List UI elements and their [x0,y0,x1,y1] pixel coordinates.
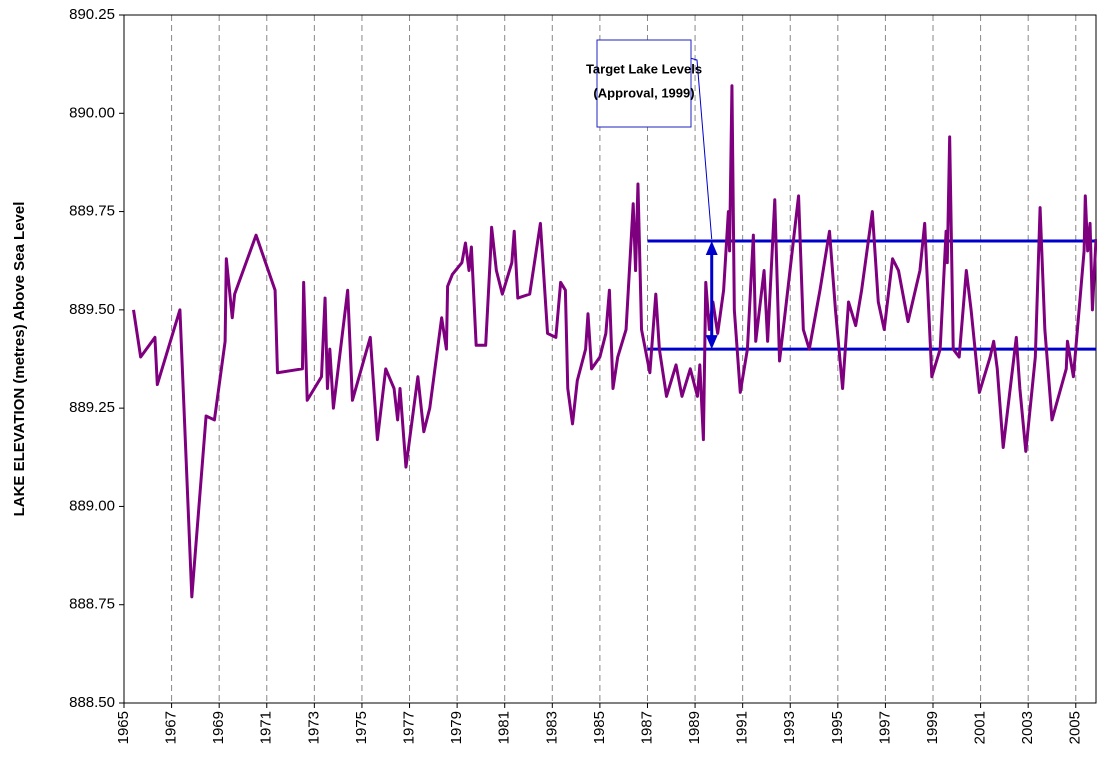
x-tick-label: 1965 [115,711,132,744]
x-tick-label: 2001 [972,711,989,744]
y-tick-label: 888.50 [69,694,115,711]
x-tick-label: 1977 [401,711,418,744]
x-tick-label: 1987 [638,711,655,744]
x-tick-label: 2005 [1067,711,1084,744]
y-tick-label: 888.75 [69,596,115,613]
x-tick-label: 1983 [543,711,560,744]
x-tick-label: 1997 [876,711,893,744]
annotation-text: Target Lake Levels [586,61,702,76]
x-tick-label: 1973 [305,711,322,744]
callout-line [689,57,713,240]
y-tick-label: 890.00 [69,104,115,121]
x-tick-label: 1967 [163,711,180,744]
x-tick-label: 1975 [353,711,370,744]
arrow-head [705,241,718,256]
x-tick-label: 1989 [686,711,703,744]
y-tick-label: 889.00 [69,497,115,514]
x-tick-label: 1995 [829,711,846,744]
lake-level-line [132,84,1097,599]
x-tick-label: 1993 [781,711,798,744]
arrow-head [705,335,718,350]
y-tick-label: 889.75 [69,203,115,220]
y-axis-label: LAKE ELEVATION (metres) Above Sea Level [11,202,28,517]
x-tick-label: 1981 [496,711,513,744]
x-tick-label: 1971 [258,711,275,744]
y-tick-label: 889.50 [69,301,115,318]
annotation-box [596,39,692,128]
x-tick-label: 1979 [448,711,465,744]
x-tick-label: 1999 [924,711,941,744]
y-tick-label: 889.25 [69,399,115,416]
x-tick-label: 1985 [591,711,608,744]
x-tick-label: 1969 [210,711,227,744]
x-tick-label: 2003 [1019,711,1036,744]
y-tick-label: 890.25 [69,6,115,23]
plot-frame [123,14,1097,704]
annotation-text: (Approval, 1999) [593,85,694,100]
x-tick-label: 1991 [734,711,751,744]
